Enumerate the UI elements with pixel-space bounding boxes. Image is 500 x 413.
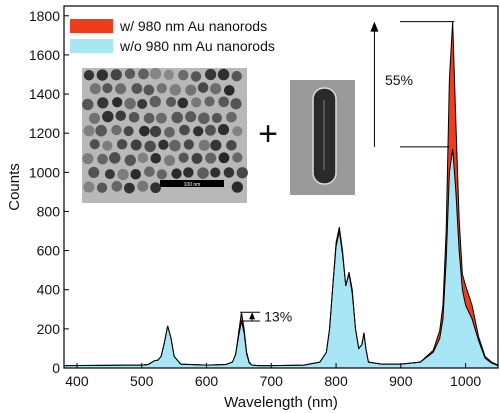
y-tick-label: 600 (37, 243, 61, 259)
y-tick-label: 1800 (29, 8, 60, 24)
tem-nanorod-image (290, 80, 355, 195)
y-tick-label: 200 (37, 321, 61, 337)
x-tick-label: 600 (195, 373, 219, 389)
plot-frame (63, 5, 499, 369)
y-tick-label: 1400 (29, 86, 60, 102)
series-fill-1 (64, 148, 498, 368)
legend-label-without-nanorods: w/o 980 nm Au nanorods (119, 38, 275, 54)
series-lines (63, 21, 499, 367)
y-axis-title: Counts (6, 163, 23, 211)
enhancement-annotation-13: 13% (240, 309, 292, 325)
y-tick-label: 1000 (29, 164, 60, 180)
x-axis-ticks: 400 500 600 700 800 900 1000 (65, 363, 481, 389)
x-tick-label: 800 (324, 373, 348, 389)
series-fills (64, 21, 498, 369)
x-tick-label: 500 (130, 373, 154, 389)
y-tick-label: 1600 (29, 47, 60, 63)
y-axis-ticks: 0 200 400 600 800 1000 1200 1400 1600 1800 (29, 8, 69, 376)
svg-text:100 nm: 100 nm (184, 182, 201, 188)
y-tick-label: 1200 (29, 125, 60, 141)
legend: w/ 980 nm Au nanorods w/o 980 nm Au nano… (70, 18, 275, 54)
legend-swatch-without-nanorods (70, 39, 113, 53)
x-tick-label: 1000 (450, 373, 481, 389)
annotation-55-percent: 55% (385, 72, 413, 88)
y-tick-label: 400 (37, 282, 61, 298)
plus-sign: + (258, 115, 278, 153)
x-tick-label: 400 (65, 373, 89, 389)
enhancement-annotation-55: 55% (370, 21, 455, 148)
x-axis-title: Wavelength (nm) (224, 394, 338, 411)
x-tick-label: 900 (389, 373, 413, 389)
x-tick-label: 700 (260, 373, 284, 389)
annotation-13-percent: 13% (264, 309, 292, 325)
tem-nanoparticles-image: 100 nm (82, 67, 248, 203)
legend-swatch-with-nanorods (70, 19, 113, 33)
legend-label-with-nanorods: w/ 980 nm Au nanorods (119, 18, 267, 34)
series-line-1 (63, 148, 499, 367)
y-tick-label: 0 (52, 360, 60, 376)
y-tick-label: 800 (37, 203, 61, 219)
